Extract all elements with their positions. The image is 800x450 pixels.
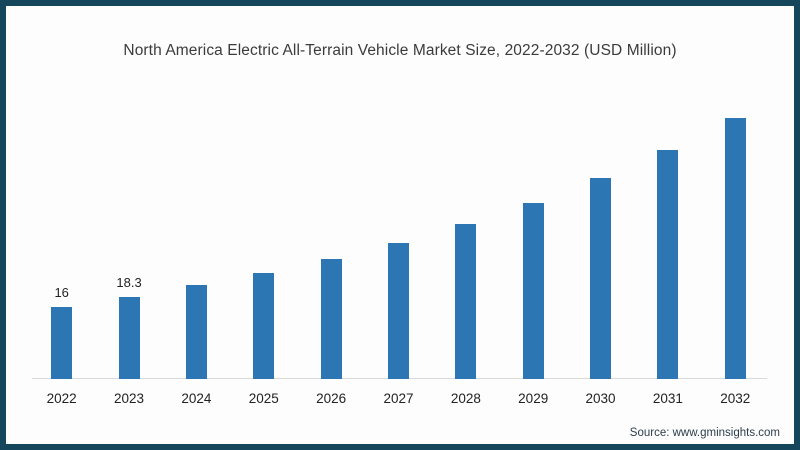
x-axis-tick-label: 2024 [181,391,212,406]
x-axis-tick-label: 2032 [720,391,751,406]
x-axis-tick-label: 2027 [383,391,414,406]
bar-2030 [590,178,612,379]
bar-column: 18.3 2023 [95,76,162,407]
x-axis-tick-label: 2026 [316,391,347,406]
x-axis-tick-label: 2029 [518,391,549,406]
bar-column: 2030 [567,76,634,407]
bar-2032 [724,117,746,379]
x-axis-tick-label: 2028 [450,391,481,406]
x-axis-tick-label: 2030 [585,391,616,406]
bar-2025 [253,273,275,379]
bar-column: 16 2022 [28,76,95,407]
bar-2022 [51,307,73,379]
bar-column: 2029 [500,76,567,407]
bar-column: 2025 [230,76,297,407]
x-axis-tick-label: 2023 [114,391,145,406]
bar-value-label: 16 [54,285,69,300]
bar-column: 2024 [163,76,230,407]
bar-column: 2026 [297,76,364,407]
x-axis-tick-label: 2031 [652,391,683,406]
bar-column: 2028 [432,76,499,407]
bar-chart: 16 2022 18.3 2023 2024 2025 2026 2027 2028 2029 20… [28,76,769,407]
bar-column: 2031 [634,76,701,407]
x-axis-tick-label: 2022 [46,391,77,406]
bar-2027 [387,242,409,379]
bar-2031 [657,150,679,379]
chart-title: North America Electric All-Terrain Vehic… [123,42,677,59]
bar-2028 [455,224,477,379]
source-text: Source: www.gminsights.com [629,427,780,439]
bar-column: 2027 [365,76,432,407]
x-axis-tick-label: 2025 [248,391,279,406]
bar-columns: 16 2022 18.3 2023 2024 2025 2026 2027 2028 2029 20… [28,76,769,407]
bar-column: 2032 [702,76,769,407]
bar-value-label: 18.3 [116,274,142,290]
bar-2026 [320,258,342,379]
bar-2029 [522,202,544,379]
bar-2024 [185,284,207,379]
bar-2023 [118,296,140,379]
